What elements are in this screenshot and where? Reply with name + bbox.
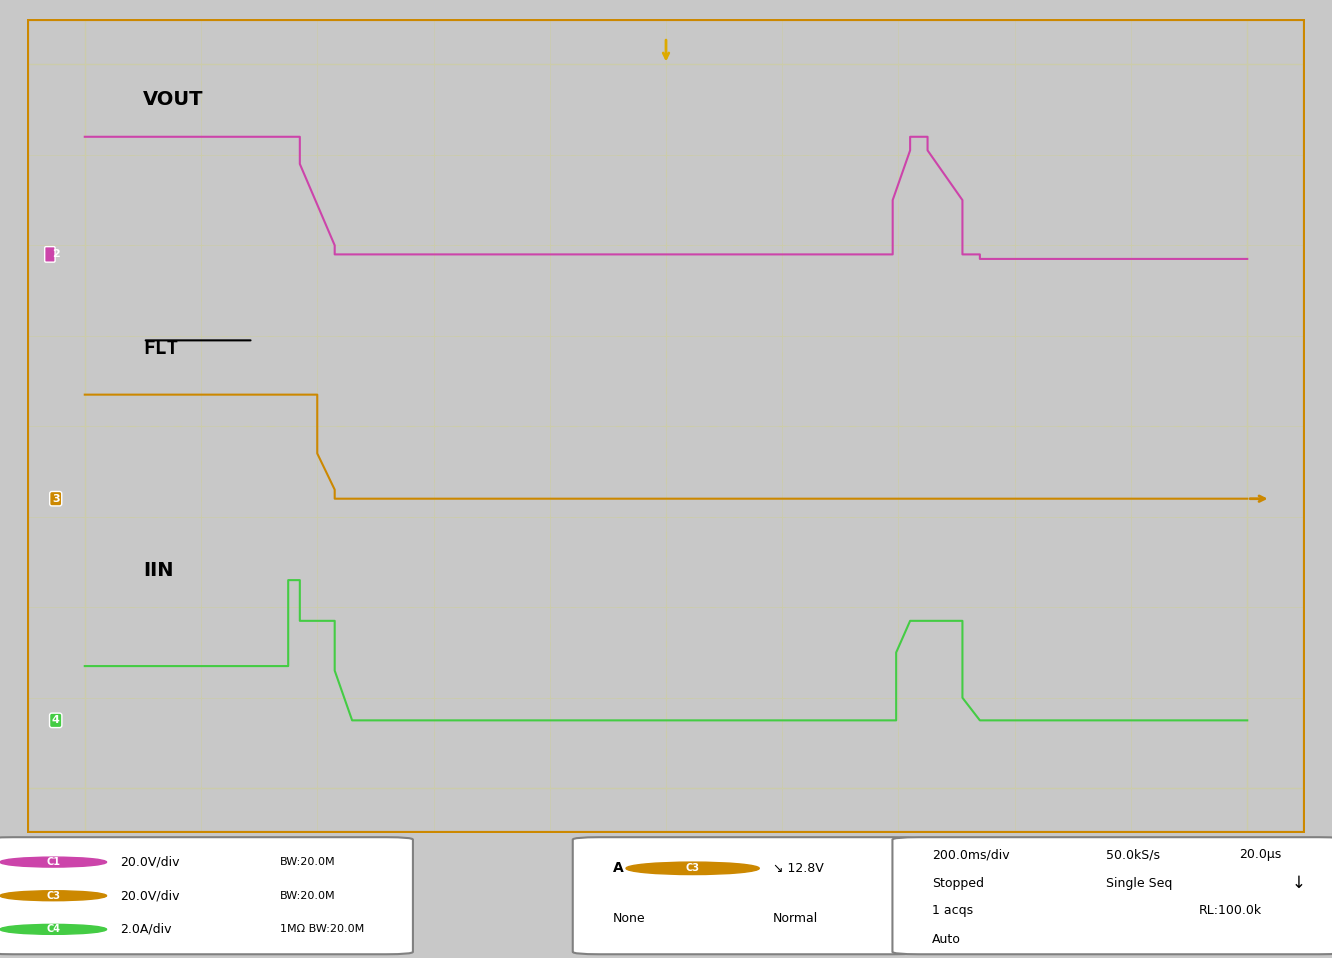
Text: Auto: Auto	[932, 933, 962, 946]
Text: C3: C3	[686, 863, 699, 874]
Text: 2: 2	[52, 249, 60, 260]
Text: 20.0μs: 20.0μs	[1239, 848, 1281, 861]
Text: ↓: ↓	[1292, 875, 1305, 892]
Circle shape	[0, 924, 107, 934]
Text: ↘ 12.8V: ↘ 12.8V	[773, 862, 823, 875]
Text: 3: 3	[52, 493, 60, 504]
Text: BW:20.0M: BW:20.0M	[280, 891, 336, 901]
Text: A: A	[613, 861, 623, 876]
Text: BW:20.0M: BW:20.0M	[280, 857, 336, 867]
Circle shape	[0, 857, 107, 867]
Bar	[27, 19, 1305, 833]
Text: IIN: IIN	[143, 560, 173, 580]
Circle shape	[626, 862, 759, 875]
Text: VOUT: VOUT	[143, 90, 204, 109]
Text: Single Seq: Single Seq	[1106, 877, 1172, 890]
FancyBboxPatch shape	[573, 837, 919, 954]
Text: Stopped: Stopped	[932, 877, 984, 890]
Text: 20.0V/div: 20.0V/div	[120, 889, 180, 902]
Text: Normal: Normal	[773, 912, 818, 924]
Text: None: None	[613, 912, 645, 924]
Text: 50.0kS/s: 50.0kS/s	[1106, 848, 1160, 861]
Text: FLT: FLT	[143, 339, 178, 358]
Text: 20.0V/div: 20.0V/div	[120, 855, 180, 869]
Text: 200.0ms/div: 200.0ms/div	[932, 848, 1010, 861]
Text: 1MΩ BW:20.0M: 1MΩ BW:20.0M	[280, 924, 364, 934]
Text: 2.0A/div: 2.0A/div	[120, 923, 172, 936]
Text: RL:100.0k: RL:100.0k	[1199, 904, 1261, 917]
FancyBboxPatch shape	[892, 837, 1332, 954]
Text: 4: 4	[52, 716, 60, 725]
Text: C4: C4	[47, 924, 60, 934]
Text: 1 acqs: 1 acqs	[932, 904, 974, 917]
FancyBboxPatch shape	[0, 837, 413, 954]
Circle shape	[0, 891, 107, 901]
Text: C3: C3	[47, 891, 60, 901]
Text: 2: 2	[45, 248, 53, 261]
Text: C1: C1	[47, 857, 60, 867]
